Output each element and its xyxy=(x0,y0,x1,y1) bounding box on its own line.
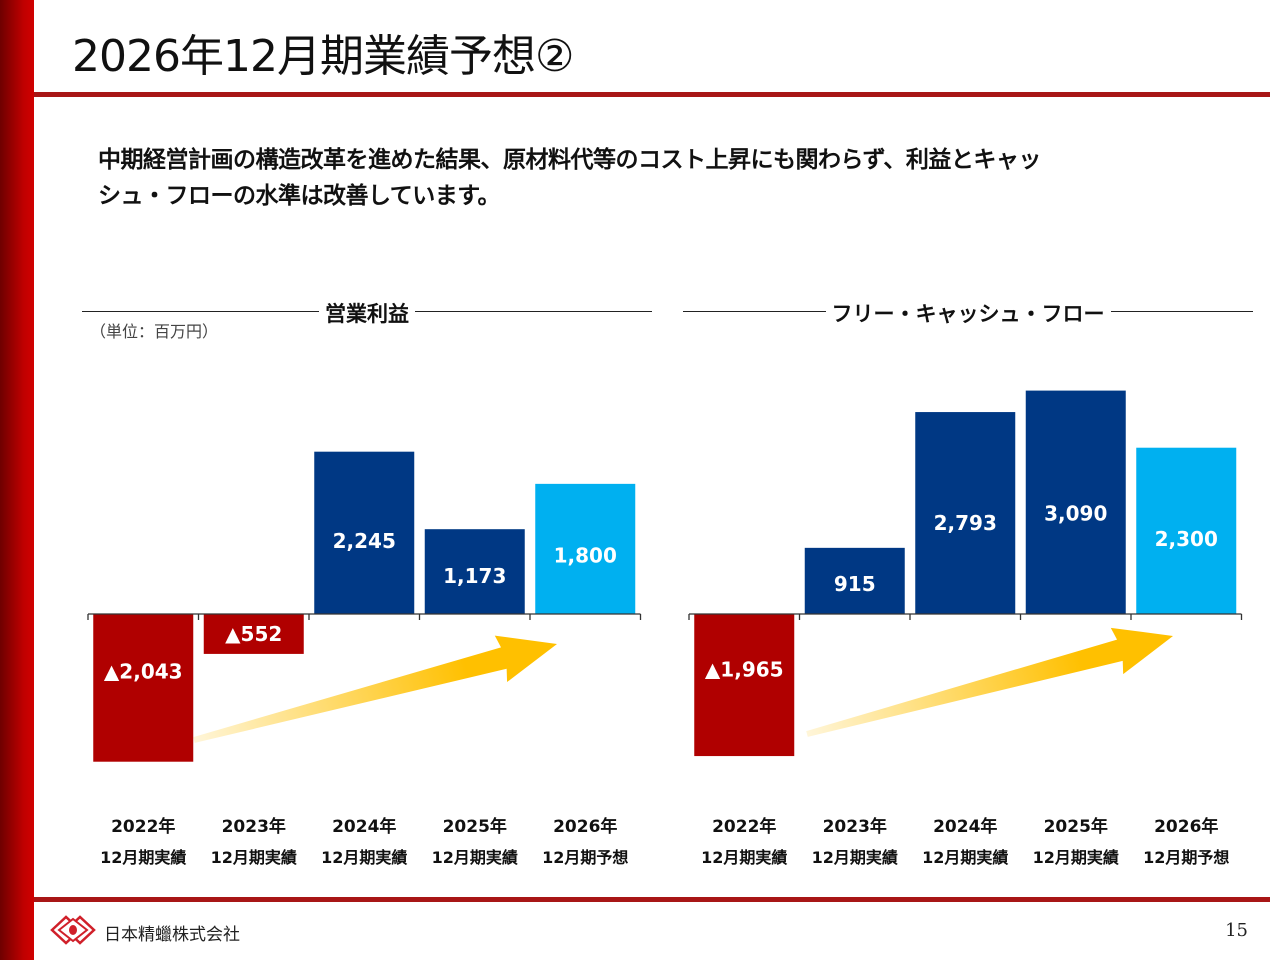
x-tick-label-period: 12月期実績 xyxy=(812,848,898,867)
operating-profit-chart: 営業利益 （単位：百万円） ▲2,043 2022年 12月期実績 ▲552 2023年… xyxy=(82,290,652,880)
data-label: 2,793 xyxy=(934,511,997,535)
x-tick-label-period: 12月期実績 xyxy=(1033,848,1119,867)
bar-2023年 xyxy=(203,614,304,654)
chart-svg: ▲2,043 2022年 12月期実績 ▲552 2023年 12月期実績 2,245 202… xyxy=(87,451,642,867)
bar-2026年 xyxy=(1136,447,1237,614)
page-number: 15 xyxy=(1225,920,1248,941)
data-label: 1,173 xyxy=(443,564,506,588)
x-tick-label-year: 2023年 xyxy=(222,816,286,837)
x-tick-label-period: 12月期実績 xyxy=(432,848,518,867)
footer-divider xyxy=(34,897,1270,902)
data-label: 2,300 xyxy=(1155,527,1218,551)
trend-arrow-icon xyxy=(806,627,1174,737)
x-tick-label-period: 12月期実績 xyxy=(100,848,186,867)
x-tick-label-year: 2023年 xyxy=(823,816,887,837)
x-tick-label-period: 12月期実績 xyxy=(701,848,787,867)
x-tick-label-year: 2026年 xyxy=(553,816,617,837)
chart-svg: ▲1,965 2022年 12月期実績 915 2023年 12月期実績 2,793 2024… xyxy=(688,390,1243,867)
bar-2022年 xyxy=(694,614,795,757)
diamond-emblem-icon xyxy=(50,915,96,945)
bar-2025年 xyxy=(1025,390,1126,614)
title-divider xyxy=(34,92,1270,97)
x-tick-label-period: 12月期実績 xyxy=(922,848,1008,867)
x-tick-label-period: 12月期予想 xyxy=(542,848,628,867)
x-tick-label-year: 2022年 xyxy=(111,816,175,837)
page-title: 2026年12月期業績予想② xyxy=(72,31,574,82)
lead-text: 中期経営計画の構造改革を進めた結果、原材料代等のコスト上昇にも関わらず、利益とキ… xyxy=(98,142,1198,214)
data-label: 1,800 xyxy=(554,543,617,567)
unit-label: （単位：百万円） xyxy=(90,322,219,341)
x-tick-label-period: 12月期予想 xyxy=(1143,848,1229,867)
chart-title: 営業利益 xyxy=(319,302,415,326)
x-tick-label-year: 2024年 xyxy=(933,816,997,837)
x-tick-label-year: 2026年 xyxy=(1154,816,1218,837)
lead-line-1: 中期経営計画の構造改革を進めた結果、原材料代等のコスト上昇にも関わらず、利益とキ… xyxy=(98,147,1041,173)
data-label: 2,245 xyxy=(333,529,396,553)
x-tick-label-year: 2025年 xyxy=(1044,816,1108,837)
x-tick-label-year: 2025年 xyxy=(443,816,507,837)
chart-title: フリー・キャッシュ・フロー xyxy=(825,302,1111,326)
data-label: ▲1,965 xyxy=(705,658,784,682)
free-cash-flow-chart: フリー・キャッシュ・フロー ▲1,965 2022年 12月期実績 915 2023年 1… xyxy=(683,290,1253,880)
bar-2022年 xyxy=(93,614,194,762)
bar-2024年 xyxy=(314,451,415,614)
bar-2025年 xyxy=(424,529,525,614)
x-tick-label-period: 12月期実績 xyxy=(211,848,297,867)
x-tick-label-period: 12月期実績 xyxy=(321,848,407,867)
bar-2023年 xyxy=(804,547,905,614)
lead-line-2: シュ・フローの水準は改善しています。 xyxy=(98,183,501,209)
trend-arrow-icon xyxy=(193,635,558,743)
bar-2024年 xyxy=(915,412,1016,614)
company-name: 日本精蠟株式会社 xyxy=(104,925,240,945)
data-label: ▲2,043 xyxy=(104,660,183,684)
data-label: ▲552 xyxy=(225,622,282,646)
x-tick-label-year: 2024年 xyxy=(332,816,396,837)
bar-2026年 xyxy=(535,483,636,614)
data-label: 915 xyxy=(834,572,876,596)
left-accent-bar xyxy=(0,0,34,960)
x-tick-label-year: 2022年 xyxy=(712,816,776,837)
data-label: 3,090 xyxy=(1044,501,1107,525)
